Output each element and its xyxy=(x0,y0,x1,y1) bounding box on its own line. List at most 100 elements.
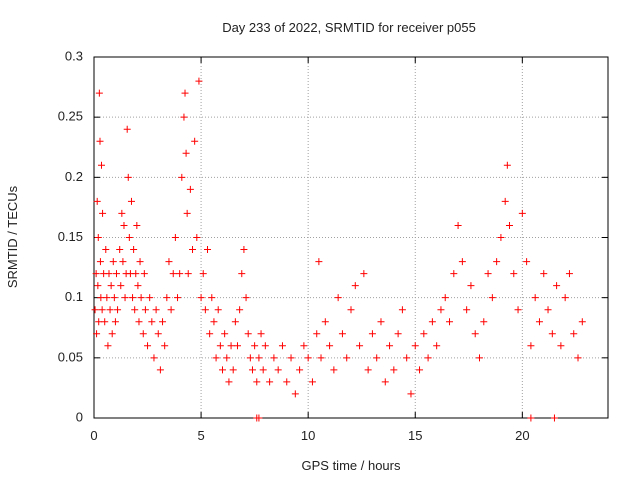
data-point xyxy=(484,270,492,278)
data-point xyxy=(315,258,323,266)
data-point xyxy=(416,366,424,374)
data-point xyxy=(167,306,175,314)
data-point xyxy=(204,246,212,254)
data-point xyxy=(135,318,143,326)
data-point xyxy=(197,294,205,302)
data-point xyxy=(112,270,120,278)
x-tick-label: 5 xyxy=(197,428,204,443)
data-point xyxy=(146,294,154,302)
data-point xyxy=(159,318,167,326)
data-point xyxy=(165,258,173,266)
data-point xyxy=(514,306,522,314)
data-point xyxy=(253,378,261,386)
data-point xyxy=(493,258,501,266)
data-point xyxy=(544,306,552,314)
data-point xyxy=(201,306,209,314)
data-point xyxy=(553,282,561,290)
data-point xyxy=(141,306,149,314)
data-point xyxy=(225,378,233,386)
data-point xyxy=(174,294,182,302)
data-point xyxy=(150,354,158,362)
data-point xyxy=(191,137,199,145)
data-point xyxy=(364,366,372,374)
data-point xyxy=(308,378,316,386)
data-point xyxy=(229,366,237,374)
data-point xyxy=(148,318,156,326)
data-point xyxy=(136,258,144,266)
data-point xyxy=(206,330,214,338)
y-tick-label: 0.2 xyxy=(65,169,83,184)
data-point xyxy=(565,270,573,278)
data-point xyxy=(381,378,389,386)
data-point xyxy=(535,318,543,326)
data-point xyxy=(251,342,259,350)
data-point xyxy=(368,330,376,338)
data-point xyxy=(390,366,398,374)
data-point xyxy=(373,354,381,362)
data-point xyxy=(91,306,99,314)
data-point xyxy=(351,282,359,290)
data-point xyxy=(182,149,190,157)
data-point xyxy=(403,354,411,362)
data-point xyxy=(518,209,526,217)
data-point xyxy=(505,221,513,229)
data-point xyxy=(163,294,171,302)
data-point xyxy=(420,330,428,338)
data-point xyxy=(120,221,128,229)
data-point xyxy=(101,318,109,326)
data-point xyxy=(300,342,308,350)
data-point xyxy=(548,330,556,338)
data-point xyxy=(274,366,282,374)
data-point xyxy=(246,354,254,362)
data-point xyxy=(501,197,509,205)
data-point xyxy=(133,221,141,229)
data-point xyxy=(557,342,565,350)
data-point xyxy=(531,294,539,302)
data-point xyxy=(231,318,239,326)
data-point xyxy=(291,390,299,398)
data-point xyxy=(570,330,578,338)
data-point xyxy=(458,258,466,266)
data-point xyxy=(266,378,274,386)
data-point xyxy=(118,209,126,217)
data-point xyxy=(121,294,129,302)
data-point xyxy=(152,306,160,314)
x-tick-label: 20 xyxy=(515,428,529,443)
data-point xyxy=(398,306,406,314)
data-point xyxy=(257,330,265,338)
data-point xyxy=(178,173,186,181)
data-point xyxy=(437,306,445,314)
data-point xyxy=(441,294,449,302)
data-point xyxy=(123,125,131,133)
data-point xyxy=(278,342,286,350)
data-point xyxy=(227,342,235,350)
data-point xyxy=(394,330,402,338)
data-point xyxy=(287,354,295,362)
data-point xyxy=(240,246,248,254)
data-point xyxy=(270,354,278,362)
data-point xyxy=(236,306,244,314)
x-axis-label: GPS time / hours xyxy=(302,458,401,473)
data-point xyxy=(259,366,267,374)
data-point xyxy=(386,342,394,350)
data-point xyxy=(476,354,483,362)
y-axis-label: SRMTID / TECUs xyxy=(5,185,20,288)
data-point xyxy=(446,318,454,326)
data-point xyxy=(255,414,263,422)
data-point xyxy=(189,246,197,254)
data-point xyxy=(540,270,548,278)
data-point xyxy=(330,366,338,374)
data-point xyxy=(454,221,462,229)
data-point xyxy=(488,294,496,302)
data-point xyxy=(154,330,162,338)
data-point xyxy=(550,414,558,422)
y-tick-label: 0.1 xyxy=(65,289,83,304)
data-point xyxy=(471,330,479,338)
data-point xyxy=(111,318,119,326)
data-point xyxy=(124,173,132,181)
data-point xyxy=(321,318,329,326)
data-point xyxy=(377,318,385,326)
x-tick-label: 10 xyxy=(301,428,315,443)
data-point xyxy=(527,342,535,350)
